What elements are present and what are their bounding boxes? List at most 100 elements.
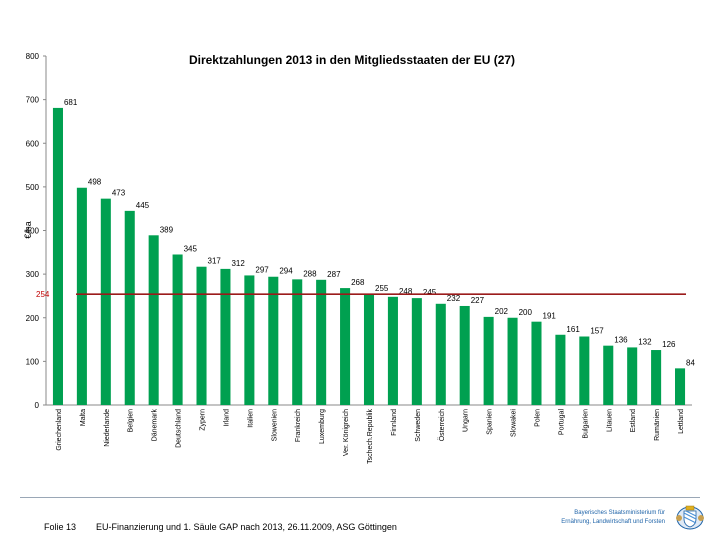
category-label: Malta	[80, 409, 87, 426]
bar	[52, 107, 63, 405]
bar-value-label: 297	[255, 265, 269, 274]
chart-title: Direktzahlungen 2013 in den Mitgliedssta…	[189, 53, 515, 67]
category-label: Irland	[223, 409, 230, 427]
chart: Direktzahlungen 2013 in den Mitgliedssta…	[23, 52, 696, 464]
bar-value-label: 157	[590, 327, 604, 336]
bar-value-label: 245	[423, 288, 437, 297]
footer-caption: EU-Finanzierung und 1. Säule GAP nach 20…	[96, 522, 397, 532]
category-label: Deutschland	[176, 409, 183, 448]
footer: Folie 13 EU-Finanzierung und 1. Säule GA…	[0, 497, 720, 540]
bar-value-label: 268	[351, 278, 365, 287]
bavarian-coat-of-arms-icon	[676, 505, 704, 530]
bar-value-label: 312	[231, 259, 245, 268]
category-label: Spanien	[487, 409, 494, 435]
bar	[531, 321, 542, 405]
category-label: Tschech.Republik	[367, 409, 374, 464]
bar-value-label: 389	[160, 225, 174, 234]
bar-value-label: 345	[184, 244, 198, 253]
bar-value-label: 136	[614, 336, 628, 345]
bar-value-label: 294	[279, 267, 293, 276]
y-tick-label: 200	[26, 314, 40, 323]
bar-value-label: 498	[88, 178, 102, 187]
bar-value-label: 161	[566, 325, 580, 334]
y-tick-label: 300	[26, 270, 40, 279]
bar-value-label: 202	[495, 307, 509, 316]
reference-line-label: 254	[36, 290, 50, 299]
bar	[627, 347, 638, 405]
bar-value-label: 126	[662, 340, 676, 349]
bar-value-label: 200	[519, 308, 533, 317]
category-label: Griechenland	[56, 409, 63, 451]
y-tick-label: 600	[26, 139, 40, 148]
y-tick-label: 100	[26, 357, 40, 366]
category-label: Portugal	[558, 409, 565, 436]
y-tick-label: 500	[26, 183, 40, 192]
bar	[507, 317, 518, 405]
bar-value-label: 191	[543, 312, 557, 321]
category-label: Österreich	[438, 409, 446, 441]
bar	[244, 275, 255, 405]
bar	[579, 336, 590, 405]
category-label: Luxemburg	[319, 409, 326, 444]
category-label: Schweden	[415, 409, 422, 442]
bar-value-label: 445	[136, 201, 150, 210]
bar	[196, 266, 207, 405]
bar	[363, 293, 375, 405]
category-label: Dänemark	[152, 409, 159, 442]
category-label: Estland	[630, 409, 637, 432]
bar-value-label: 288	[303, 269, 317, 278]
y-tick-label: 0	[35, 401, 40, 410]
bar	[340, 288, 351, 405]
bar	[268, 276, 279, 405]
reference-line-group: 254	[36, 290, 686, 299]
bar	[435, 303, 446, 405]
bar	[459, 305, 470, 405]
bar	[555, 334, 566, 405]
bar-value-label: 287	[327, 270, 341, 279]
bar	[292, 279, 303, 405]
category-label: Lettland	[678, 409, 685, 434]
category-label: Rumänien	[654, 409, 661, 441]
category-label: Slowakei	[511, 409, 518, 437]
bar	[316, 279, 327, 405]
bar-value-label: 317	[208, 257, 222, 266]
bar	[148, 235, 159, 405]
bar-value-label: 473	[112, 189, 126, 198]
bar	[124, 210, 135, 405]
y-tick-label: 800	[26, 52, 40, 61]
bar-value-label: 232	[447, 294, 461, 303]
bar	[603, 345, 614, 405]
category-label: Slowenien	[271, 409, 278, 441]
y-axis-label: €/ha	[23, 221, 33, 239]
category-label: Frankreich	[295, 409, 302, 442]
bar-value-label: 227	[471, 296, 485, 305]
category-label: Finnland	[391, 409, 398, 436]
category-label: Polen	[534, 409, 541, 427]
bar	[172, 254, 183, 405]
ministry-name: Bayerisches Staatsministerium für Ernähr…	[515, 509, 665, 527]
bar	[483, 316, 494, 405]
category-label: Zypern	[200, 409, 207, 431]
bar-value-label: 84	[686, 358, 695, 367]
bar-value-label: 255	[375, 284, 389, 293]
bar	[100, 198, 111, 405]
bar	[76, 187, 87, 405]
y-tick-label: 700	[26, 96, 40, 105]
bar-value-label: 132	[638, 337, 652, 346]
bars: 681 498 473 445 389 345 317 312 297 294 288 287 268 2…	[52, 98, 696, 405]
bar	[651, 350, 662, 405]
bar	[411, 298, 422, 405]
bar	[387, 296, 398, 405]
category-label: Italien	[247, 409, 254, 428]
bar	[220, 268, 231, 405]
ministry-line-1: Bayerisches Staatsministerium für	[574, 510, 665, 516]
category-label: Niederlande	[104, 409, 111, 447]
x-axis-labels: Griechenland Malta Niederlande Belgien Dänem…	[56, 409, 685, 464]
category-label: Ungarn	[463, 409, 470, 432]
footer-divider	[20, 497, 700, 498]
category-label: Belgien	[128, 409, 135, 432]
bar	[675, 368, 686, 405]
category-label: Ver. Königreich	[343, 409, 350, 456]
y-tick-label: 400	[26, 227, 40, 236]
category-label: Litauen	[606, 409, 613, 432]
